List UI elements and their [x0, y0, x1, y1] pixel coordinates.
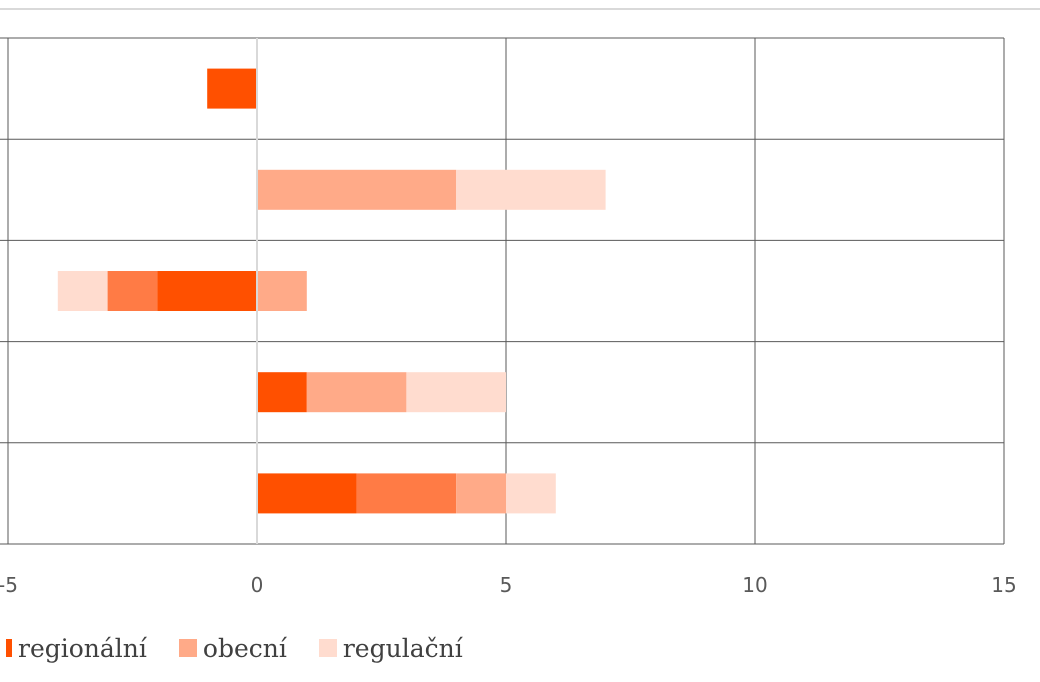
- x-tick-label: -5: [0, 573, 18, 597]
- bar-segment: [207, 68, 257, 109]
- bar-segment: [456, 473, 506, 514]
- legend-item-regionalni: regionální: [6, 634, 147, 663]
- x-tick-label: 0: [251, 573, 264, 597]
- bars: [57, 68, 606, 514]
- legend-item-obecni: obecní: [178, 633, 287, 663]
- bar-segment: [157, 271, 257, 311]
- bar-segment: [257, 169, 457, 210]
- x-tick-label: 15: [991, 573, 1016, 597]
- legend-label: regulační: [342, 633, 463, 663]
- bar-segment: [257, 473, 357, 514]
- legend-swatch: [6, 639, 12, 657]
- legend-swatch: [318, 639, 337, 657]
- legend-label: obecní: [202, 633, 287, 663]
- bar-segment: [107, 271, 158, 311]
- x-axis-ticks: -5 0 5 10 15: [0, 573, 1017, 597]
- bar-segment: [306, 372, 407, 413]
- legend-label: regionální: [18, 633, 147, 663]
- grid: [0, 37, 1005, 545]
- bar-segment: [506, 473, 556, 514]
- bar-segment: [356, 473, 457, 514]
- bar-segment: [406, 372, 506, 413]
- x-tick-label: 5: [500, 573, 513, 597]
- bar-segment: [257, 271, 307, 311]
- bar-segment: [257, 372, 307, 413]
- legend: regionální obecní regulační: [6, 630, 495, 666]
- bar-segment: [57, 271, 108, 311]
- legend-swatch: [178, 639, 197, 657]
- legend-item-regulacni: regulační: [318, 633, 463, 663]
- bar-segment: [456, 169, 606, 210]
- x-tick-label: 10: [742, 573, 767, 597]
